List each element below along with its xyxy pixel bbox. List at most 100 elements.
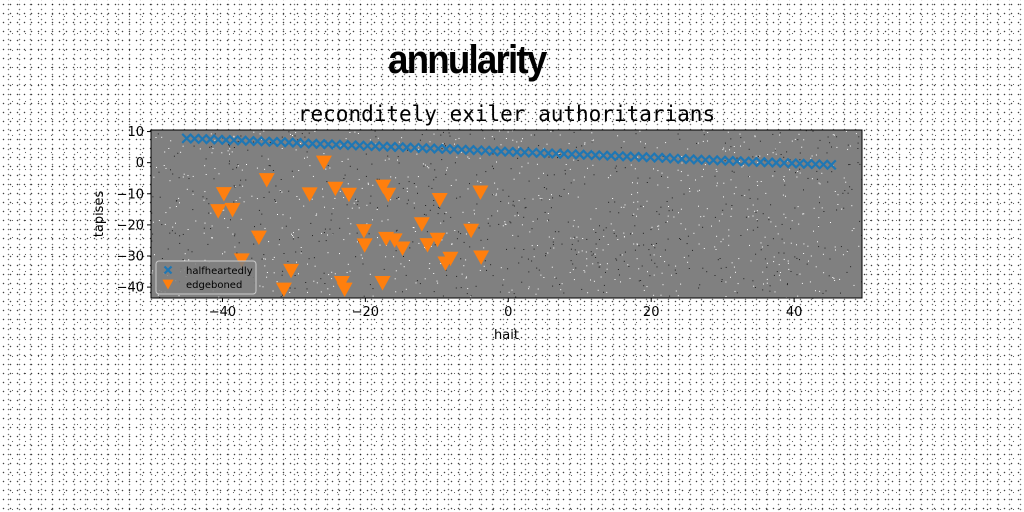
noise-dot: [573, 159, 575, 161]
noise-dot: [637, 192, 639, 194]
noise-dot: [743, 278, 745, 280]
noise-dot: [794, 256, 796, 258]
noise-dot: [259, 285, 261, 287]
noise-dot: [178, 177, 180, 179]
noise-dot: [192, 193, 194, 195]
noise-dot: [570, 182, 572, 184]
noise-dot: [175, 222, 176, 224]
noise-dot: [646, 182, 648, 183]
noise-dot: [184, 253, 186, 255]
noise-dot: [372, 184, 374, 186]
noise-dot: [362, 263, 364, 265]
noise-dot: [518, 200, 520, 202]
noise-dot: [387, 205, 389, 207]
noise-dot: [599, 225, 600, 227]
noise-dot: [675, 290, 677, 292]
noise-dot: [754, 136, 756, 138]
series-edgeboned: [210, 155, 490, 297]
noise-dot: [538, 177, 540, 179]
noise-dot: [845, 130, 847, 132]
noise-dot: [572, 263, 574, 265]
noise-dot: [551, 266, 553, 268]
noise-dot: [697, 142, 699, 144]
noise-dot: [637, 208, 639, 210]
noise-dot: [668, 210, 670, 212]
noise-dot: [339, 190, 341, 192]
noise-dot: [261, 213, 263, 215]
noise-dot: [296, 261, 297, 263]
noise-dot: [293, 232, 294, 234]
noise-dot: [702, 226, 704, 228]
noise-dot: [442, 295, 444, 297]
noise-dot: [803, 213, 805, 215]
noise-dot: [293, 236, 295, 238]
noise-dot: [637, 156, 639, 158]
noise-dot: [586, 238, 588, 240]
noise-dot: [192, 190, 194, 192]
noise-dot: [179, 202, 180, 204]
x-tick-label: 0: [504, 305, 512, 320]
noise-dot: [572, 237, 574, 239]
noise-dot: [390, 199, 392, 201]
noise-dot: [275, 201, 277, 203]
noise-dot: [740, 137, 742, 139]
noise-dot: [547, 252, 549, 254]
noise-dot: [514, 247, 516, 249]
noise-dot: [738, 258, 740, 260]
noise-dot: [470, 296, 472, 298]
noise-dot: [465, 233, 467, 235]
noise-dot: [597, 289, 599, 291]
noise-dot: [816, 170, 818, 172]
data-point: [463, 223, 480, 239]
noise-dot: [577, 240, 579, 242]
noise-dot: [639, 130, 641, 132]
noise-dot: [747, 208, 749, 210]
noise-dot: [803, 189, 804, 191]
noise-dot: [528, 286, 530, 288]
noise-dot: [677, 169, 679, 171]
noise-dot: [423, 213, 425, 215]
noise-dot: [365, 153, 367, 155]
noise-dot: [840, 292, 841, 294]
noise-dot: [752, 215, 754, 217]
noise-dot: [331, 271, 333, 273]
noise-dot: [268, 165, 270, 166]
noise-dot: [546, 188, 548, 190]
noise-dot: [846, 271, 848, 273]
noise-dot: [591, 254, 593, 256]
noise-dot: [749, 244, 750, 246]
noise-dot: [527, 258, 529, 260]
noise-dot: [603, 291, 605, 293]
noise-dot: [424, 278, 426, 280]
noise-dot: [594, 253, 596, 255]
noise-dot: [527, 162, 529, 164]
noise-dot: [490, 264, 492, 266]
noise-dot: [419, 283, 421, 285]
noise-dot: [417, 176, 419, 178]
noise-dot: [551, 194, 552, 196]
noise-dot: [815, 290, 816, 292]
noise-dot: [731, 208, 733, 210]
noise-dot: [237, 164, 239, 166]
noise-dot: [500, 144, 502, 146]
noise-dot: [192, 175, 194, 177]
noise-dot: [485, 171, 487, 173]
noise-dot: [685, 228, 687, 230]
noise-dot: [617, 239, 619, 240]
noise-dot: [349, 270, 351, 272]
noise-dot: [349, 233, 351, 235]
noise-dot: [293, 176, 294, 178]
noise-dot: [395, 250, 397, 252]
noise-dot: [361, 257, 363, 259]
noise-dot: [798, 133, 800, 135]
noise-dot: [805, 130, 807, 132]
noise-dot: [165, 167, 167, 169]
noise-dot: [797, 206, 799, 208]
noise-dot: [281, 191, 283, 193]
noise-dot: [372, 219, 373, 221]
noise-dot: [786, 284, 788, 286]
noise-dot: [783, 179, 784, 181]
noise-dot: [645, 143, 646, 145]
noise-dot: [251, 195, 253, 197]
noise-dot: [289, 292, 291, 293]
